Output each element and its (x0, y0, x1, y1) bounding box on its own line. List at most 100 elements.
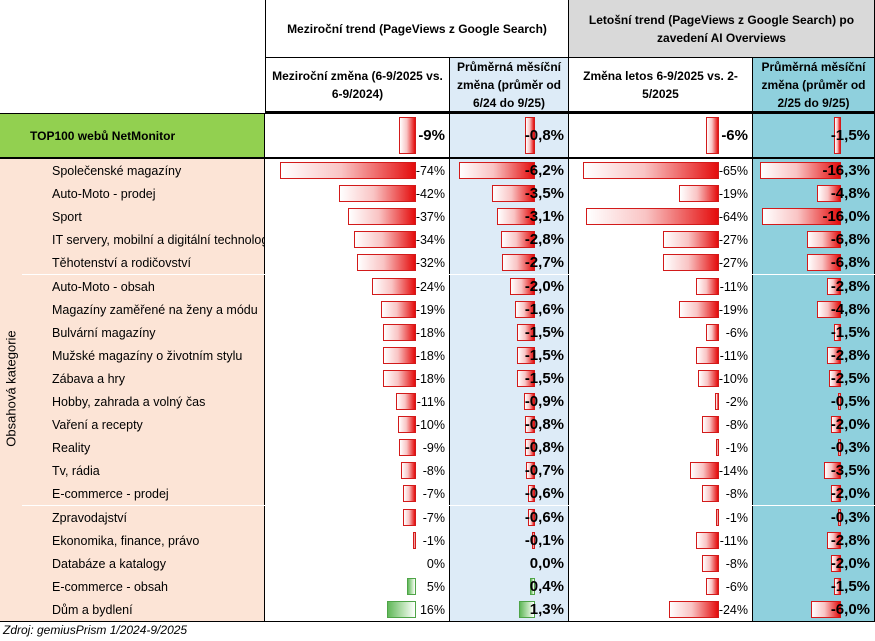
value-cell-c1: 16% (265, 598, 450, 621)
value-text: -1,5% (524, 347, 564, 364)
value-cell-c3: -8% (569, 482, 753, 505)
negative-bar (492, 185, 535, 202)
negative-bar (811, 601, 841, 618)
category-label: Magazíny zaměřené na ženy a módu (22, 298, 265, 321)
negative-bar (834, 324, 841, 341)
value-cell-c4: -6,8% (753, 251, 875, 274)
value-cell-c4: -0,5% (753, 390, 875, 413)
category-axis-label: Obsahová kategorie (3, 330, 19, 447)
value-cell-c3: -19% (569, 298, 753, 321)
negative-bar (690, 462, 719, 479)
value-cell-c2: -6,2% (450, 159, 569, 182)
negative-bar (525, 416, 535, 433)
value-text: -11% (719, 533, 748, 548)
value-text: -8% (725, 486, 748, 501)
value-text: -2,8% (524, 231, 564, 248)
negative-bar (831, 416, 841, 433)
value-cell-c1: 5% (265, 575, 450, 598)
negative-bar (829, 370, 841, 387)
value-cell-c4: -0,3% (753, 436, 875, 459)
value-cell-c3: -11% (569, 344, 753, 367)
value-text: -3,5% (524, 185, 564, 202)
negative-bar (399, 117, 416, 154)
value-cell-c3: -27% (569, 251, 753, 274)
value-cell-c2: -0,6% (450, 506, 569, 529)
value-text: -18% (415, 348, 445, 363)
value-text: -19% (415, 302, 445, 317)
value-cell-c3: -6% (569, 321, 753, 344)
positive-bar (519, 601, 535, 618)
negative-bar (517, 324, 535, 341)
group-header-yoy: Meziroční trend (PageViews z Google Sear… (265, 0, 569, 58)
value-text: -1,5% (524, 324, 564, 341)
value-cell-c4: -16,0% (753, 205, 875, 228)
value-text: -6,2% (524, 162, 564, 179)
source-note: Zdroj: gemiusPrism 1/2024-9/2025 (3, 623, 188, 637)
value-cell-c3: -6% (569, 113, 753, 159)
value-text: -37% (415, 209, 445, 224)
value-cell-c2: -1,6% (450, 298, 569, 321)
category-label: E-commerce - prodej (22, 482, 265, 505)
value-cell-c3: -65% (569, 159, 753, 182)
value-text: -11% (719, 279, 748, 294)
value-cell-c4: -2,5% (753, 367, 875, 390)
value-text: -0,9% (524, 393, 564, 410)
negative-bar (396, 393, 416, 410)
group-header-ytd: Letošní trend (PageViews z Google Search… (569, 0, 875, 58)
value-cell-c2: 0,4% (450, 575, 569, 598)
value-cell-c2: -1,5% (450, 344, 569, 367)
value-text: -10% (718, 371, 748, 386)
value-text: -4,8% (830, 185, 870, 202)
value-cell-c1: -74% (265, 159, 450, 182)
value-cell-c4: -2,0% (753, 552, 875, 575)
negative-bar (497, 208, 535, 225)
table-bottom-border (0, 621, 875, 622)
negative-bar (679, 301, 719, 318)
negative-bar (827, 532, 841, 549)
negative-bar (586, 208, 719, 225)
category-label: Bulvární magazíny (22, 321, 265, 344)
category-label: Ekonomika, finance, právo (22, 529, 265, 552)
value-text: -8% (422, 463, 445, 478)
negative-bar (501, 231, 535, 248)
value-cell-c1: -42% (265, 182, 450, 205)
value-text: -2,0% (830, 555, 870, 572)
value-cell-c1: -34% (265, 228, 450, 251)
negative-bar (706, 578, 719, 595)
value-text: -0,8% (524, 439, 564, 456)
value-text: -24% (415, 279, 445, 294)
value-text: -19% (718, 186, 748, 201)
negative-bar (824, 462, 841, 479)
negative-bar (827, 347, 841, 364)
value-text: -1% (725, 510, 748, 525)
value-text: 0% (426, 556, 445, 571)
value-cell-c4: -2,8% (753, 275, 875, 298)
value-text: -6% (725, 579, 748, 594)
value-text: -74% (415, 163, 445, 178)
value-cell-c3: -8% (569, 552, 753, 575)
category-label: IT servery, mobilní a digitální technolo… (22, 228, 278, 251)
value-text: -1,5% (830, 127, 870, 144)
value-text: -0,3% (830, 509, 870, 526)
category-label: Mužské magazíny o životním stylu (22, 344, 265, 367)
negative-bar (372, 278, 416, 295)
value-text: -7% (422, 510, 445, 525)
value-cell-c1: -18% (265, 367, 450, 390)
value-cell-c1: -10% (265, 413, 450, 436)
value-cell-c3: -1% (569, 436, 753, 459)
negative-bar (817, 301, 841, 318)
value-text: -1% (422, 533, 445, 548)
value-text: -65% (718, 163, 748, 178)
value-cell-c2: -0,6% (450, 482, 569, 505)
value-text: -0,8% (524, 416, 564, 433)
category-side-panel: Obsahová kategorie (0, 159, 22, 621)
value-text: -3,1% (524, 208, 564, 225)
value-cell-c1: -11% (265, 390, 450, 413)
value-text: -0,1% (524, 532, 564, 549)
value-text: -9% (422, 440, 445, 455)
value-text: -11% (416, 394, 445, 409)
negative-bar (459, 162, 535, 179)
value-text: -2,8% (830, 278, 870, 295)
negative-bar (348, 208, 416, 225)
negative-bar (696, 532, 719, 549)
